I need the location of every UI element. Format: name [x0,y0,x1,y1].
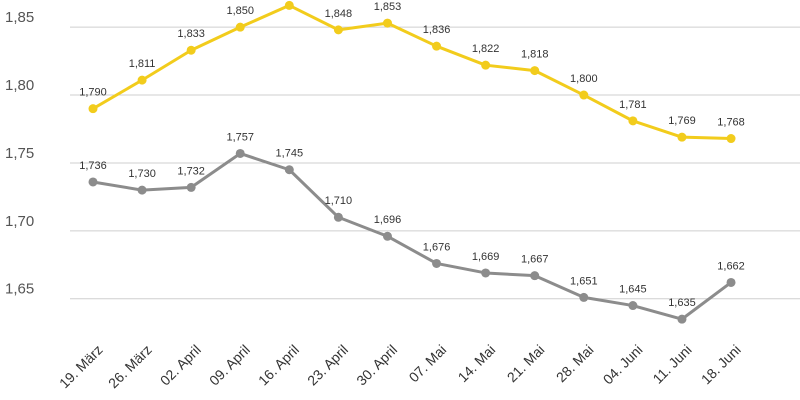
data-label: 1,662 [717,260,745,272]
x-tick-label: 26. März [105,341,155,391]
data-label: 1,822 [472,43,500,55]
data-label: 1,811 [129,58,156,70]
data-point [333,212,343,222]
data-point [284,165,294,175]
data-point [137,75,147,85]
data-label: 1,781 [619,99,647,111]
grid [70,26,800,300]
y-tick-label: 1,80 [5,77,34,94]
data-label: 1,669 [472,251,500,263]
series-line [92,3,732,141]
data-label: 1,645 [619,283,647,295]
data-point [432,41,442,51]
series-line [92,151,732,321]
data-point [481,60,491,70]
data-point [677,314,687,324]
data-point [628,301,638,311]
data-point [530,271,540,281]
data-point [186,45,196,55]
x-tick-label: 23. April [304,341,351,388]
x-tick-label: 30. April [353,341,400,388]
data-label: 1,768 [717,116,745,128]
data-label: 1,790 [79,87,107,99]
data-point [284,0,294,10]
data-label: 1,818 [521,49,549,61]
y-tick-label: 1,70 [5,213,34,230]
data-label: 1,667 [521,254,549,266]
data-label: 1,853 [374,1,402,13]
x-tick-label: 04. Juni [600,341,646,387]
data-point [186,182,196,192]
data-point [726,277,736,287]
x-tick-label: 09. April [206,341,253,388]
data-point [235,148,245,158]
data-point [88,177,98,187]
data-point [579,292,589,302]
y-tick-label: 1,85 [5,9,34,26]
x-tick-label: 21. Mai [504,341,548,385]
x-tick-label: 28. Mai [553,341,597,385]
data-point [88,104,98,114]
data-point [579,90,589,100]
data-point [235,22,245,32]
data-label: 1,732 [177,165,205,177]
x-tick-label: 11. Juni [649,341,694,386]
data-label: 1,710 [325,195,353,207]
x-tick-label: 18. Juni [698,341,744,387]
x-tick-label: 19. März [56,341,106,391]
y-tick-label: 1,65 [5,281,34,298]
data-point [137,185,147,195]
x-tick-label: 02. April [157,341,204,388]
data-point [432,258,442,268]
data-label: 1,745 [276,148,304,160]
data-label: 1,850 [226,5,254,17]
data-label: 1,836 [423,24,451,36]
data-point [726,134,736,144]
data-point [481,268,491,278]
data-label: 1,736 [79,160,107,172]
data-point [382,18,392,28]
data-point [530,66,540,76]
data-label: 1,769 [668,115,696,127]
data-label: 1,833 [177,28,205,40]
data-label: 1,676 [423,241,451,253]
data-point [382,231,392,241]
data-label: 1,800 [570,73,598,85]
data-label: 1,757 [226,131,254,143]
data-point [628,116,638,126]
data-label: 1,651 [570,275,598,287]
y-tick-label: 1,75 [5,145,34,162]
data-label: 1,848 [325,8,353,20]
x-tick-label: 16. April [255,341,302,388]
x-tick-label: 14. Mai [455,341,499,385]
x-tick-label: 07. Mai [406,341,450,385]
data-label: 1,635 [668,297,696,309]
data-label: 1,730 [128,168,156,180]
data-label: 1,696 [374,214,402,226]
data-point [333,25,343,35]
data-point [677,132,687,142]
